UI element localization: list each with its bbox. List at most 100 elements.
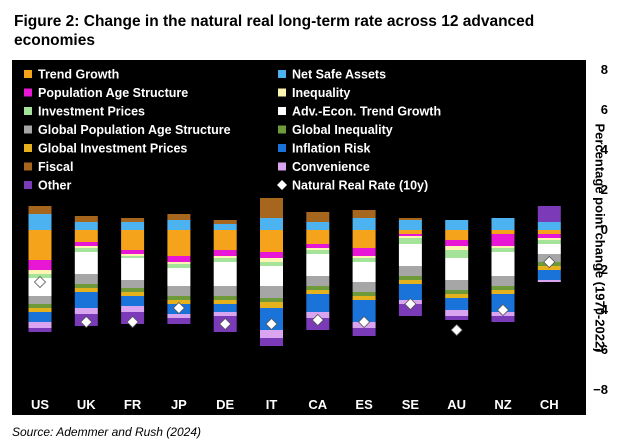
x-tick-label-es: ES — [355, 397, 373, 412]
bar-segment-us-other — [28, 328, 52, 332]
bar-segment-fr-net-safe-assets — [121, 222, 145, 230]
legend-label-other: Other — [38, 179, 71, 193]
bar-segment-uk-inflation-risk — [74, 292, 98, 308]
x-tick-label-us: US — [31, 397, 49, 412]
x-tick-label-uk: UK — [77, 397, 96, 412]
legend-swatch-population-age-structure — [24, 88, 32, 97]
bar-segment-ch-other — [537, 206, 561, 222]
bar-segment-ch-population-age-structure — [537, 234, 561, 238]
bar-segment-ch-trend-growth — [537, 230, 561, 234]
marker-natural-rate-nz — [496, 303, 510, 317]
bar-segment-se-population-age-structure — [398, 234, 422, 236]
legend-label-natural-real-rate-10y: Natural Real Rate (10y) — [292, 179, 428, 193]
bar-segment-jp-global-population-age-structure — [167, 286, 191, 296]
bar-segment-ca-adv-econ-trend-growth — [306, 254, 330, 276]
marker-natural-rate-jp — [172, 301, 185, 315]
legend-label-global-inequality: Global Inequality — [292, 123, 393, 137]
bar-segment-fr-global-population-age-structure — [121, 280, 145, 288]
bar-segment-jp-net-safe-assets — [167, 220, 191, 230]
bar-segment-es-global-inequality — [352, 292, 376, 296]
bar-segment-jp-adv-econ-trend-growth — [167, 268, 191, 286]
bar-segment-de-convenience — [213, 312, 237, 316]
legend-swatch-global-inequality — [278, 125, 286, 134]
bar-segment-jp-population-age-structure — [167, 256, 191, 262]
legend-label-global-population-age-structure: Global Population Age Structure — [38, 123, 231, 137]
bar-segment-es-fiscal — [352, 210, 376, 218]
bar-segment-us-net-safe-assets — [28, 214, 52, 230]
bar-segment-ch-adv-econ-trend-growth — [537, 244, 561, 254]
x-tick-label-ca: CA — [308, 397, 327, 412]
y-tick-label: −2 — [593, 262, 608, 277]
y-tick-label: 0 — [600, 222, 608, 237]
bar-segment-au-investment-prices — [445, 250, 469, 258]
bar-segment-au-adv-econ-trend-growth — [445, 258, 469, 280]
bar-segment-es-other — [352, 328, 376, 336]
bar-segment-es-inequality — [352, 256, 376, 258]
marker-natural-rate-fr — [126, 315, 139, 329]
y-axis-ticks: 8 6 4 2 0 −2 −4 −6 −8 — [586, 60, 614, 415]
bar-segment-jp-inequality — [167, 262, 191, 264]
y-tick-label: −8 — [593, 382, 608, 397]
x-tick-label-se: SE — [402, 397, 420, 412]
bar-segment-au-inflation-risk — [445, 298, 469, 310]
x-tick-label-it: IT — [266, 397, 278, 412]
bar-segment-us-fiscal — [28, 206, 52, 214]
bar-segment-nz-investment-prices — [491, 248, 515, 252]
bar-segment-au-global-investment-prices — [445, 294, 469, 298]
bar-segment-it-convenience — [260, 330, 283, 338]
bar-segment-se-inflation-risk — [398, 284, 422, 300]
bar-segment-au-global-inequality — [445, 290, 469, 294]
bar-segment-ca-inequality — [306, 248, 330, 250]
bar-segment-ca-global-inequality — [306, 286, 330, 290]
bar-segment-se-global-investment-prices — [398, 280, 422, 284]
bar-segment-it-other — [260, 338, 283, 346]
bar-segment-us-global-inequality — [28, 304, 52, 308]
bar-segment-us-population-age-structure — [28, 260, 52, 270]
bar-segment-fr-fiscal — [121, 218, 145, 222]
x-tick-label-au: AU — [447, 397, 466, 412]
bar-segment-ca-inflation-risk — [306, 294, 330, 312]
bar-segment-nz-net-safe-assets — [491, 218, 515, 230]
bar-segment-it-global-inequality — [260, 298, 283, 302]
bar-segment-nz-global-investment-prices — [491, 290, 515, 294]
bar-segment-ca-fiscal — [306, 212, 330, 222]
bar-segment-de-global-investment-prices — [213, 300, 237, 304]
legend-label-adv-econ-trend-growth: Adv.-Econ. Trend Growth — [292, 105, 441, 119]
bar-segment-us-trend-growth — [28, 230, 52, 260]
bar-segment-de-global-inequality — [213, 296, 237, 300]
bar-segment-se-trend-growth — [398, 230, 422, 234]
bar-segment-de-global-population-age-structure — [213, 286, 237, 296]
legend-swatch-global-investment-prices — [24, 144, 32, 152]
bar-segment-it-net-safe-assets — [260, 218, 283, 230]
legend-swatch-other — [24, 181, 32, 189]
bar-segment-jp-convenience — [167, 314, 191, 318]
bar-segment-se-investment-prices — [398, 238, 422, 244]
x-tick-label-de: DE — [216, 397, 234, 412]
marker-natural-rate-es — [358, 315, 371, 329]
stacked-bar-chart: Trend Growth Net Safe Assets Population Ag… — [24, 68, 561, 412]
bar-segment-au-convenience — [445, 310, 469, 316]
marker-natural-rate-au — [450, 323, 463, 337]
legend-label-fiscal: Fiscal — [38, 160, 73, 174]
y-tick-label: 6 — [600, 102, 608, 117]
bar-segment-au-net-safe-assets — [445, 220, 469, 230]
bar-segment-jp-trend-growth — [167, 230, 191, 256]
bar-segment-de-trend-growth — [213, 230, 237, 250]
bar-segment-se-global-population-age-structure — [398, 266, 422, 276]
bar-segment-fr-inflation-risk — [121, 296, 145, 306]
bar-segment-de-net-safe-assets — [213, 224, 237, 230]
bar-segment-jp-fiscal — [167, 214, 191, 220]
y-tick-label: 2 — [600, 182, 608, 197]
bar-segment-nz-other — [491, 316, 515, 322]
bar-segment-ch-net-safe-assets — [537, 222, 561, 230]
bar-segment-uk-trend-growth — [74, 230, 98, 242]
source-note: Source: Ademmer and Rush (2024) — [12, 425, 201, 439]
bar-segment-uk-global-inequality — [74, 284, 98, 288]
legend-swatch-inequality — [278, 88, 286, 97]
bar-segment-se-net-safe-assets — [398, 220, 422, 230]
bar-segment-fr-global-inequality — [121, 288, 145, 292]
bar-segment-ch-convenience — [537, 280, 561, 282]
bar-segment-jp-other — [167, 318, 191, 324]
x-tick-label-nz: NZ — [494, 397, 511, 412]
y-tick-label: −4 — [593, 302, 608, 317]
